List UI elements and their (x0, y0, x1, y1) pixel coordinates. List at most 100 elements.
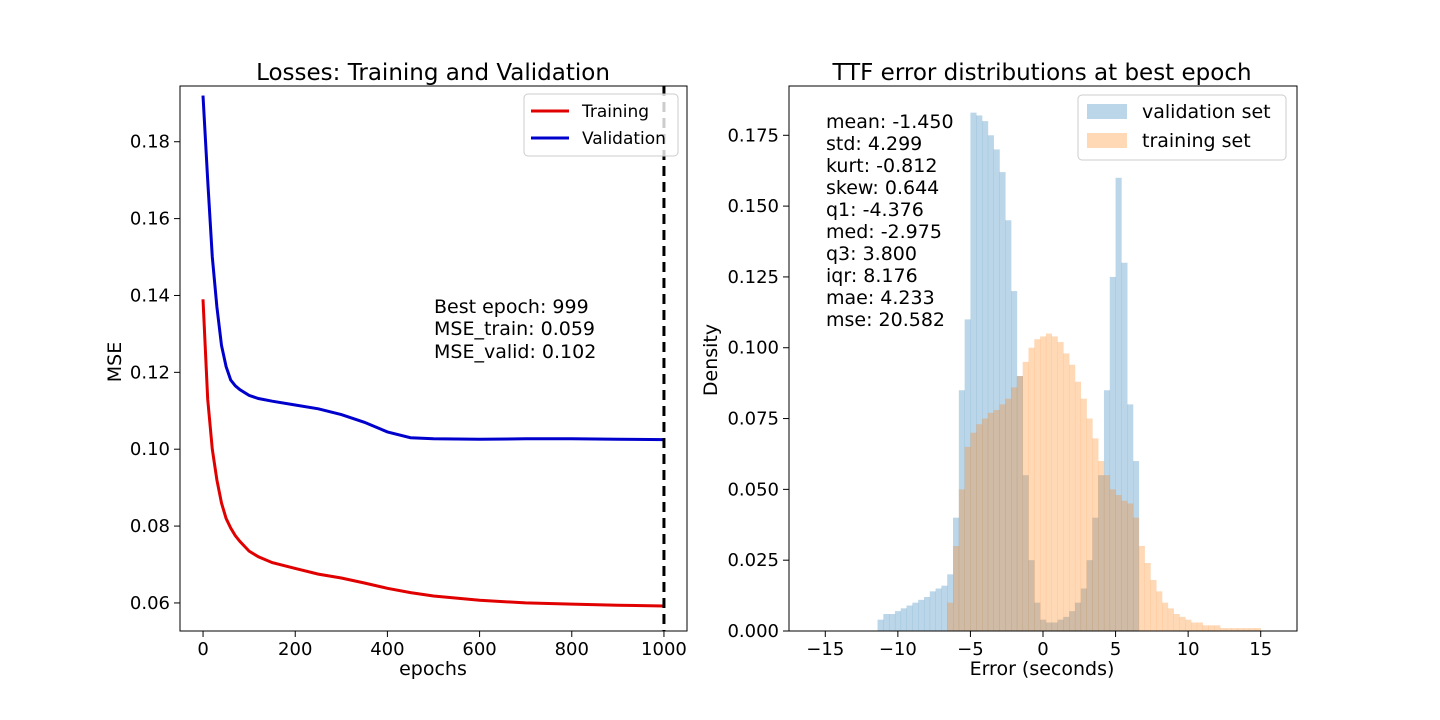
loss-chart-y-axis-label: MSE (104, 342, 126, 382)
x-tick-label: 400 (370, 639, 404, 660)
y-tick-label: 0.10 (130, 439, 170, 460)
loss-line-validation (201, 95, 665, 442)
histogram-y-axis-label: Density (700, 324, 722, 396)
stat-skew: skew: 0.644 (826, 177, 939, 199)
legend-training-label: Training (581, 102, 649, 122)
histogram-bar (1057, 619, 1064, 631)
y-tick-label: 0.000 (727, 621, 779, 642)
x-tick-label: −5 (957, 639, 984, 660)
histogram-bar (1162, 602, 1169, 631)
x-tick-label: 0 (197, 639, 208, 660)
loss-line-training (201, 299, 665, 608)
y-tick-label: 0.100 (727, 338, 779, 359)
histogram-bar (1080, 398, 1087, 631)
histogram-bar (1127, 404, 1134, 631)
histogram-bar (889, 614, 896, 631)
histogram-bar (1220, 628, 1227, 631)
histogram-bar (1121, 262, 1128, 631)
y-tick-label: 0.125 (727, 267, 779, 288)
histogram-bar (1144, 563, 1151, 631)
histogram-bar (999, 172, 1006, 632)
histogram-bar (1208, 625, 1215, 631)
histogram-title: TTF error distributions at best epoch (831, 60, 1251, 86)
histogram-bar (1098, 461, 1105, 631)
histogram-legend-box (1077, 94, 1287, 161)
histogram-bar (1069, 611, 1076, 631)
histogram-bar (999, 404, 1006, 631)
histogram-bar (1156, 591, 1163, 631)
histogram-bar (1115, 495, 1122, 631)
loss-chart-axes-frame (179, 85, 688, 632)
histogram-bar (1191, 622, 1198, 631)
histogram-bar (970, 432, 977, 631)
histogram-bar (918, 599, 925, 631)
loss-chart-x-ticks: 0 200 400 600 800 1000 (197, 631, 687, 660)
y-tick-label: 0.12 (130, 362, 170, 383)
histogram-bar (970, 112, 977, 631)
loss-chart-plot-area (201, 86, 666, 631)
histogram-bar (1249, 628, 1256, 631)
histogram-bar (1231, 628, 1238, 631)
x-tick-label: −10 (879, 639, 917, 660)
histogram-bar (1167, 608, 1174, 631)
histogram-bar (976, 115, 983, 631)
histogram-bar (1225, 628, 1232, 631)
legend-training-set-label: training set (1142, 130, 1251, 152)
histogram-bar (982, 121, 989, 632)
stat-q3: q3: 3.800 (826, 243, 917, 265)
histogram-bar (1254, 628, 1262, 631)
histogram-bar (1202, 625, 1209, 631)
y-tick-label: 0.08 (130, 516, 170, 537)
histogram-bar (953, 546, 960, 631)
legend-validation-set-label: validation set (1142, 101, 1271, 123)
histogram-bar (1074, 381, 1082, 631)
histogram-bar (947, 602, 954, 631)
histogram-bar (1034, 602, 1041, 631)
histogram-bar (894, 611, 902, 631)
histogram-bar (958, 390, 965, 631)
histogram-bar (900, 608, 907, 631)
x-tick-label: 1000 (641, 639, 687, 660)
mse-valid-text: MSE_valid: 0.102 (434, 341, 596, 363)
histogram-x-ticks: −15 −10 −5 0 5 10 15 (806, 631, 1272, 660)
histogram-bar (1028, 560, 1035, 631)
histogram-bar (923, 597, 931, 631)
y-tick-label: 0.06 (130, 593, 170, 614)
y-tick-label: 0.14 (130, 285, 170, 306)
histogram-bar (1063, 616, 1070, 631)
histogram-bar (1173, 614, 1180, 631)
stat-mae: mae: 4.233 (826, 287, 935, 309)
histogram-series-0 (877, 112, 1140, 632)
histogram-bar (877, 619, 884, 631)
histogram-bar (1005, 220, 1012, 631)
histogram-bar (982, 418, 989, 631)
histogram-bar (1109, 489, 1116, 631)
loss-chart: Losses: Training and Validation 0 200 400 6… (104, 60, 688, 680)
y-tick-label: 0.050 (727, 479, 779, 500)
stat-kurt: kurt: -0.812 (826, 155, 937, 177)
legend-training-set-swatch (1087, 133, 1127, 148)
loss-chart-title: Losses: Training and Validation (256, 60, 610, 86)
y-tick-label: 0.16 (130, 209, 170, 230)
x-tick-label: 5 (1110, 639, 1121, 660)
stat-mse: mse: 20.582 (826, 309, 945, 331)
stat-mean: mean: -1.450 (826, 111, 954, 133)
histogram-bar (987, 412, 994, 631)
stat-iqr: iqr: 8.176 (826, 265, 918, 287)
histogram-bar (1011, 291, 1018, 631)
histogram-bar (1086, 560, 1093, 631)
histogram-bar (1057, 342, 1064, 631)
histogram-bar (1092, 517, 1099, 631)
stat-q1: q1: -4.376 (826, 199, 924, 221)
histogram-bar (1132, 461, 1140, 631)
y-tick-label: 0.175 (727, 125, 779, 146)
mse-train-text: MSE_train: 0.059 (434, 318, 595, 340)
stat-std: std: 4.299 (826, 133, 922, 155)
histogram-bar (1034, 339, 1041, 631)
histogram-bar (1237, 628, 1244, 631)
histogram-bar (1185, 619, 1192, 631)
y-tick-label: 0.075 (727, 409, 779, 430)
histogram-bar (1150, 580, 1157, 631)
x-tick-label: 800 (555, 639, 589, 660)
